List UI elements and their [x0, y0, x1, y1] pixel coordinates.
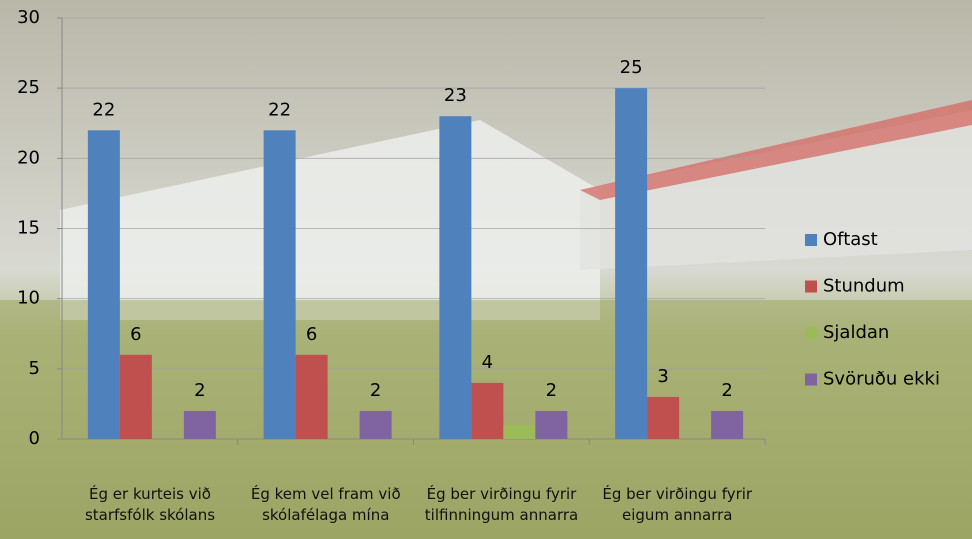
x-tick-label: Ég kem vel fram við skólafélaga mína [250, 485, 401, 524]
bar [711, 410, 744, 439]
bar [647, 396, 680, 439]
bar [295, 354, 328, 439]
data-label: 23 [444, 85, 467, 106]
data-label: 22 [268, 99, 291, 120]
legend-swatch [805, 327, 817, 339]
y-tick-label: 0 [29, 428, 40, 449]
legend-label: Sjaldan [823, 322, 889, 343]
bar [183, 410, 216, 439]
y-tick-label: 10 [17, 288, 40, 309]
bar [359, 410, 392, 439]
bar [471, 382, 504, 439]
data-label: 22 [92, 99, 115, 120]
y-tick-label: 5 [29, 358, 40, 379]
x-tick-label: Ég ber virðingu fyrir tilfinningum annar… [424, 485, 579, 524]
data-label: 4 [482, 352, 493, 373]
background-roof [580, 100, 972, 200]
data-label: 2 [721, 380, 732, 401]
x-tick-label: Ég er kurteis við starfsfólk skólans [84, 485, 216, 524]
bar [87, 130, 120, 439]
data-label: 6 [130, 324, 141, 345]
bar [615, 88, 648, 440]
data-label: 25 [620, 57, 643, 78]
data-label: 2 [194, 380, 205, 401]
legend-label: Oftast [823, 229, 878, 250]
y-tick-label: 15 [17, 218, 40, 239]
legend-label: Stundum [823, 276, 905, 297]
data-label: 3 [657, 366, 668, 387]
legend-swatch [805, 280, 817, 293]
y-tick-label: 20 [17, 147, 40, 168]
data-label: 6 [306, 324, 317, 345]
background-building [580, 110, 972, 270]
legend-label: Svöruðu ekki [823, 369, 940, 390]
y-tick-label: 30 [17, 7, 40, 28]
data-label: 2 [370, 380, 381, 401]
bar [503, 424, 536, 439]
legend-swatch [805, 373, 817, 386]
x-tick-label: Ég ber virðingu fyrir eigum annarra [602, 485, 753, 524]
bar [535, 410, 568, 439]
bar [263, 130, 296, 439]
bar [439, 116, 472, 439]
bar [119, 354, 152, 439]
y-tick-label: 25 [17, 77, 40, 98]
legend-swatch [805, 234, 817, 246]
data-label: 2 [546, 380, 557, 401]
